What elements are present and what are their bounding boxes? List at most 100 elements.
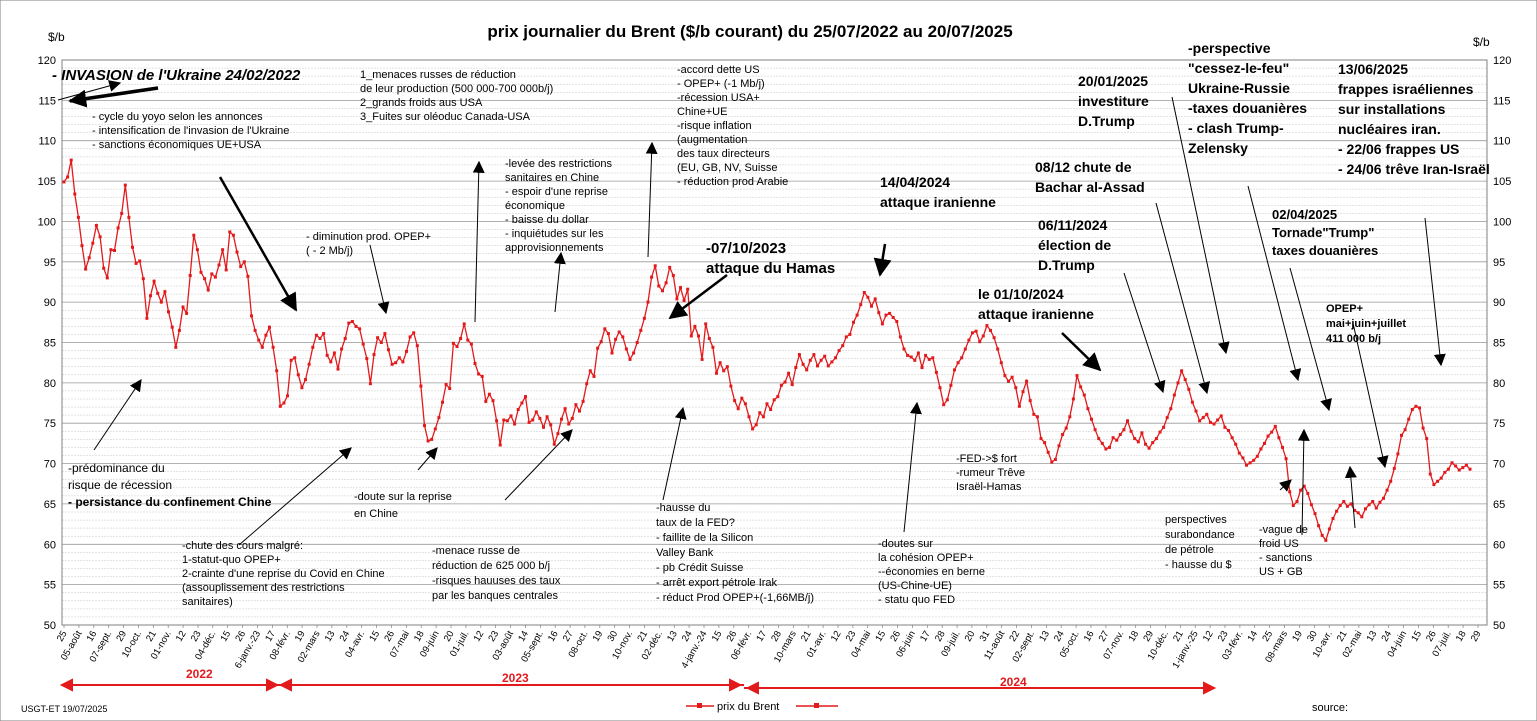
- data-point: [978, 340, 982, 344]
- annotation-a06: -accord dette US - OPEP+ (-1 Mb/j) -récess…: [677, 64, 788, 188]
- y-tick-right-65: 65: [1493, 499, 1505, 511]
- annotation-a09: 20/01/2025 investiture D.Trump: [1078, 73, 1149, 129]
- data-point: [1043, 441, 1047, 445]
- data-point: [332, 351, 336, 355]
- y-tick-right-110: 110: [1493, 136, 1511, 148]
- data-point: [1172, 393, 1176, 397]
- data-point: [73, 192, 77, 196]
- annotation-arrow: [1297, 428, 1310, 536]
- data-point: [581, 399, 585, 403]
- annotation-arrow: [472, 160, 485, 323]
- annotation-line: 06/11/2024: [1038, 217, 1108, 233]
- data-point: [1410, 408, 1414, 411]
- data-point: [862, 291, 866, 294]
- data-point: [783, 380, 787, 384]
- data-point: [156, 291, 160, 295]
- annotation-arrow: [68, 86, 159, 108]
- data-point: [1273, 424, 1277, 428]
- data-point: [790, 383, 794, 386]
- data-point: [1010, 375, 1014, 379]
- data-point: [657, 284, 661, 288]
- x-tick-label: 13: [323, 629, 338, 644]
- annotation-line: mai+juin+juillet: [1326, 318, 1406, 330]
- data-point: [1345, 504, 1349, 508]
- y-tick-right-80: 80: [1493, 378, 1505, 390]
- data-point: [314, 333, 318, 337]
- x-tick-label: 14: [516, 629, 531, 644]
- data-point: [1360, 515, 1364, 519]
- annotation-arrow: [1424, 217, 1446, 367]
- data-point: [235, 250, 239, 254]
- data-point: [455, 345, 459, 348]
- y-tick-left-70: 70: [44, 459, 56, 471]
- data-point: [675, 297, 679, 301]
- data-point: [1111, 436, 1115, 440]
- annotation-line: -doutes sur: [878, 538, 933, 550]
- data-point: [444, 383, 448, 386]
- data-point: [1382, 496, 1385, 500]
- annotation-a25: -vague de froid US - sanctions US + GB: [1259, 524, 1313, 578]
- data-point: [1392, 466, 1396, 470]
- data-point: [1057, 444, 1061, 448]
- series-prix-du-brent: [62, 158, 1472, 542]
- y-tick-right-75: 75: [1493, 418, 1505, 430]
- data-point: [693, 324, 697, 328]
- annotation-line: -accord dette US: [677, 64, 760, 76]
- x-tick-label: 16: [546, 629, 561, 644]
- data-point: [102, 266, 106, 270]
- annotation-arrow: [668, 274, 728, 320]
- data-point: [1183, 378, 1187, 382]
- data-point: [498, 443, 502, 447]
- data-point: [985, 324, 989, 328]
- data-point: [542, 425, 545, 429]
- annotation-a08: 14/04/2024 attaque iranienne: [880, 174, 996, 210]
- data-point: [1349, 502, 1353, 506]
- data-point: [1187, 387, 1191, 391]
- data-point: [1454, 464, 1458, 468]
- annotation-line: -07/10/2023: [706, 240, 786, 257]
- annotation-arrow: [553, 251, 566, 313]
- annotation-line: -risque inflation: [677, 120, 752, 132]
- footer-source-left: USGT-ET 19/07/2025: [21, 704, 107, 714]
- data-point: [884, 313, 888, 317]
- x-tick-label: 19: [1290, 629, 1305, 644]
- data-point: [419, 384, 423, 388]
- annotation-line: - statu quo FED: [878, 594, 955, 606]
- annotation-line: perspectives: [1165, 514, 1227, 526]
- data-point: [873, 297, 877, 301]
- data-point: [816, 364, 819, 368]
- x-tick-label: 21: [144, 629, 159, 644]
- annotation-arrow: [1061, 332, 1102, 372]
- plot-area: [61, 59, 1488, 626]
- data-point: [567, 422, 571, 426]
- data-point: [289, 358, 293, 362]
- data-point: [415, 344, 419, 348]
- data-point: [94, 224, 98, 227]
- annotation-arrow: [417, 447, 438, 471]
- y-tick-left-105: 105: [38, 176, 56, 188]
- data-point: [661, 289, 664, 293]
- data-point: [505, 419, 509, 423]
- data-point: [1108, 445, 1111, 449]
- y-axis-right: 50 55 60 65 70 75 80 85 90 95 100 105 110 115 120: [1493, 55, 1511, 632]
- data-point: [1147, 446, 1151, 450]
- data-point: [560, 417, 563, 421]
- data-point: [361, 342, 365, 346]
- annotation-line: -vague de: [1259, 524, 1308, 536]
- annotation-line: - diminution prod. OPEP+: [306, 231, 431, 243]
- data-point: [1079, 385, 1083, 389]
- y-tick-left-90: 90: [44, 297, 56, 309]
- data-point: [1309, 503, 1313, 507]
- data-point: [185, 311, 189, 315]
- data-point: [1082, 393, 1086, 397]
- data-point: [848, 332, 852, 336]
- annotation-a01: - INVASION de l'Ukraine 24/02/2022: [52, 67, 301, 84]
- annotation-line: attaque iranienne: [978, 306, 1094, 322]
- data-point: [1414, 404, 1418, 408]
- data-point: [1252, 458, 1256, 462]
- annotation-line: réduction de 625 000 b/j: [432, 560, 550, 572]
- data-point: [938, 386, 942, 390]
- y-tick-right-55: 55: [1493, 580, 1505, 592]
- y-tick-right-105: 105: [1493, 176, 1511, 188]
- y-tick-left-75: 75: [44, 418, 56, 430]
